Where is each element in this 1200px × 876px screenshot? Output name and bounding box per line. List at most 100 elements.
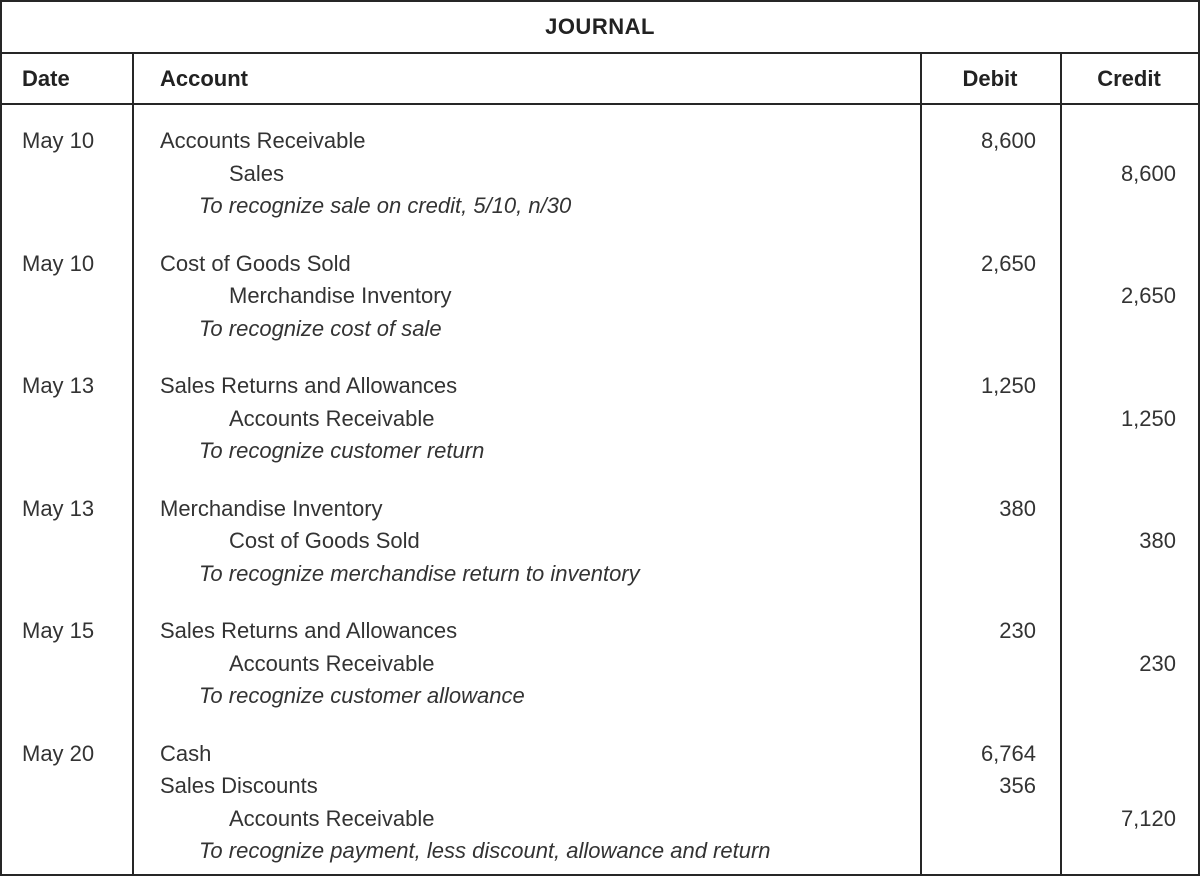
entry-description: To recognize customer allowance	[199, 683, 525, 708]
date-cell	[2, 680, 132, 713]
debit-amount-cell	[920, 403, 1060, 436]
account-cell: Accounts Receivable	[229, 805, 435, 831]
credit-amount-cell	[1060, 738, 1198, 771]
account-cell: Sales	[229, 160, 285, 186]
table-row: Accounts Receivable 1,250	[2, 403, 1198, 436]
date-cell	[2, 190, 132, 223]
credit-amount-cell	[1060, 493, 1198, 526]
table-row: May 10 Cost of Goods Sold 2,650	[2, 248, 1198, 281]
column-divider-credit	[1060, 54, 1062, 874]
debit-amount-cell	[920, 525, 1060, 558]
table-row: Accounts Receivable 7,120	[2, 803, 1198, 836]
date-cell	[2, 158, 132, 191]
debit-amount-cell: 8,600	[980, 128, 1036, 153]
date-cell: May 10	[22, 128, 95, 153]
table-row: Merchandise Inventory 2,650	[2, 280, 1198, 313]
journal-entry: May 13 Sales Returns and Allowances 1,250 A…	[2, 370, 1198, 468]
column-header-debit: Debit	[962, 66, 1018, 91]
debit-amount-cell	[920, 158, 1060, 191]
credit-amount-cell	[1060, 615, 1198, 648]
credit-amount-cell: 8,600	[1120, 160, 1176, 186]
journal-entry: May 15 Sales Returns and Allowances 230 Acc…	[2, 615, 1198, 713]
debit-amount-cell	[920, 835, 1060, 868]
table-row: To recognize payment, less discount, all…	[2, 835, 1198, 868]
date-cell: May 13	[22, 373, 95, 398]
table-row: Cost of Goods Sold 380	[2, 525, 1198, 558]
credit-amount-cell: 230	[1139, 650, 1176, 676]
account-cell: Merchandise Inventory	[229, 283, 452, 308]
account-cell: Merchandise Inventory	[160, 495, 383, 521]
date-cell	[2, 525, 132, 558]
table-row: May 15 Sales Returns and Allowances 230	[2, 615, 1198, 648]
account-cell: Sales Returns and Allowances	[160, 618, 458, 643]
table-row: Sales 8,600	[2, 158, 1198, 191]
date-cell: May 20	[22, 740, 95, 766]
credit-amount-cell: 380	[1139, 528, 1176, 553]
debit-amount-cell	[920, 313, 1060, 346]
credit-amount-cell	[1060, 680, 1198, 713]
table-body: May 10 Accounts Receivable 8,600 Sales 8,600…	[2, 105, 1198, 868]
table-title: JOURNAL	[2, 2, 1198, 54]
table-row: May 10 Accounts Receivable 8,600	[2, 125, 1198, 158]
credit-amount-cell: 1,250	[1120, 405, 1176, 431]
credit-amount-cell	[1060, 248, 1198, 281]
debit-amount-cell	[920, 803, 1060, 836]
credit-amount-cell	[1060, 313, 1198, 346]
debit-amount-cell: 356	[999, 773, 1036, 798]
table-row: Accounts Receivable 230	[2, 648, 1198, 681]
debit-amount-cell	[920, 280, 1060, 313]
debit-amount-cell: 1,250	[980, 373, 1036, 398]
account-cell: Accounts Receivable	[229, 650, 435, 676]
account-cell: Sales Discounts	[160, 773, 318, 798]
date-cell	[2, 803, 132, 836]
table-header-row: Date Account Debit Credit	[2, 54, 1198, 105]
table-row: To recognize merchandise return to inven…	[2, 558, 1198, 591]
debit-amount-cell	[920, 558, 1060, 591]
credit-amount-cell	[1060, 125, 1198, 158]
date-cell	[2, 435, 132, 468]
table-row: To recognize customer return	[2, 435, 1198, 468]
credit-amount-cell: 2,650	[1120, 283, 1176, 308]
debit-amount-cell	[920, 680, 1060, 713]
date-cell	[2, 648, 132, 681]
table-row: May 13 Merchandise Inventory 380	[2, 493, 1198, 526]
debit-amount-cell	[920, 435, 1060, 468]
column-divider-debit	[920, 54, 922, 874]
column-header-credit: Credit	[1097, 66, 1161, 91]
table-row: To recognize sale on credit, 5/10, n/30	[2, 190, 1198, 223]
credit-amount-cell	[1060, 435, 1198, 468]
credit-amount-cell	[1060, 770, 1198, 803]
column-header-date: Date	[22, 66, 70, 91]
table-row: To recognize customer allowance	[2, 680, 1198, 713]
entry-description: To recognize sale on credit, 5/10, n/30	[199, 193, 572, 218]
journal-entry: May 10 Accounts Receivable 8,600 Sales 8,600…	[2, 125, 1198, 223]
debit-amount-cell: 380	[999, 495, 1036, 521]
date-cell	[2, 313, 132, 346]
date-cell	[2, 770, 132, 803]
account-cell: Accounts Receivable	[160, 128, 366, 153]
date-cell: May 15	[22, 618, 95, 643]
date-cell	[2, 835, 132, 868]
date-cell: May 13	[22, 495, 95, 521]
debit-amount-cell: 2,650	[980, 250, 1036, 276]
credit-amount-cell	[1060, 190, 1198, 223]
journal-entry: May 20 Cash 6,764 Sales Discounts 356 Account…	[2, 738, 1198, 868]
entry-description: To recognize merchandise return to inven…	[199, 560, 640, 586]
entry-description: To recognize payment, less discount, all…	[199, 838, 771, 863]
debit-amount-cell: 6,764	[980, 740, 1036, 766]
debit-amount-cell: 230	[999, 618, 1036, 643]
date-cell	[2, 280, 132, 313]
account-cell: Cost of Goods Sold	[160, 250, 351, 276]
table-row: May 20 Cash 6,764	[2, 738, 1198, 771]
credit-amount-cell: 7,120	[1120, 805, 1176, 831]
date-cell	[2, 558, 132, 591]
table-row: May 13 Sales Returns and Allowances 1,250	[2, 370, 1198, 403]
table-row: To recognize cost of sale	[2, 313, 1198, 346]
debit-amount-cell	[920, 190, 1060, 223]
column-divider-date	[132, 54, 134, 874]
debit-amount-cell	[920, 648, 1060, 681]
journal-entry: May 13 Merchandise Inventory 380 Cost of Go…	[2, 493, 1198, 591]
account-cell: Cash	[160, 740, 212, 766]
column-header-account: Account	[160, 66, 248, 91]
